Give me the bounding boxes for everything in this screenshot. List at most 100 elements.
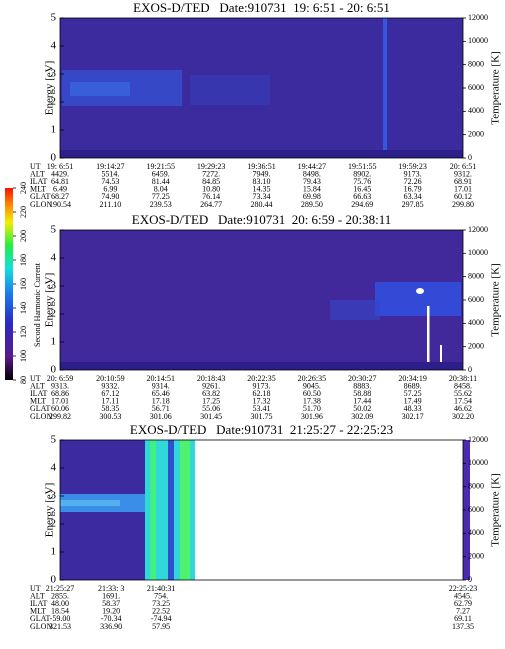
ephemeris-value: 9313. — [51, 381, 69, 390]
y2-tick-label: 2000 — [468, 341, 484, 350]
ephemeris-value: 21:33: 3 — [98, 584, 124, 593]
ephemeris-value: 19:51:55 — [348, 162, 376, 171]
y-axis-label: Energy [eV] — [44, 273, 56, 327]
ephemeris-value: 19:21:55 — [147, 162, 175, 171]
ephemeris-value: 67.12 — [101, 389, 119, 398]
ephemeris-value: 301.96 — [301, 412, 323, 421]
y2-tick-label: 10000 — [468, 36, 488, 45]
ephemeris-value: 15.84 — [303, 185, 321, 194]
ephemeris-label: GLAT — [30, 404, 51, 413]
y2-axis-label: Temperature [K] — [490, 263, 502, 336]
y-axis-label: Energy [eV] — [44, 61, 56, 115]
y-tick-label: 1 — [51, 124, 57, 136]
y-tick-label: 0 — [51, 364, 57, 376]
ephemeris-value: 17.01 — [51, 397, 69, 406]
ephemeris-value: 60.50 — [303, 389, 321, 398]
ephemeris-value: 10.80 — [202, 185, 220, 194]
spectrogram-3 — [60, 440, 470, 580]
ephemeris-value: 299.82 — [49, 412, 71, 421]
ephemeris-value: 300.53 — [99, 412, 121, 421]
ephemeris-value: 297.85 — [402, 200, 424, 209]
y-axis-label: Energy [eV] — [44, 483, 56, 537]
ephemeris-value: 69.11 — [454, 614, 472, 623]
ephemeris-value: 48.33 — [404, 404, 422, 413]
ephemeris-value: 239.53 — [150, 200, 172, 209]
y-tick-label: 4 — [51, 40, 57, 52]
y-tick-label: 3 — [51, 68, 57, 80]
ephemeris-value: -59.00 — [50, 614, 71, 623]
ephemeris-label: ALT — [30, 591, 45, 600]
ephemeris-value: 321.53 — [49, 622, 71, 631]
ephemeris-value: 1691. — [102, 591, 120, 600]
ephemeris-value: 58.88 — [353, 389, 371, 398]
ephemeris-value: 336.90 — [100, 622, 122, 631]
y2-tick-label: 8000 — [468, 59, 484, 68]
colorbar-tick-label: 220 — [19, 206, 28, 218]
y2-tick-label: 10000 — [468, 458, 488, 467]
y2-tick-label: 0 — [468, 365, 472, 374]
ephemeris-value: 17.44 — [353, 397, 371, 406]
ephemeris-value: 60.12 — [454, 192, 472, 201]
ephemeris-value: 75.76 — [353, 177, 371, 186]
ephemeris-value: 9173. — [404, 169, 422, 178]
ephemeris-value: 19:59:23 — [398, 162, 426, 171]
ephemeris-value: 9332. — [101, 381, 119, 390]
ephemeris-value: 9314. — [152, 381, 170, 390]
ephemeris-value: 19:29:23 — [197, 162, 225, 171]
ephemeris-value: 64.81 — [51, 177, 69, 186]
ephemeris-value: 280.44 — [251, 200, 273, 209]
ephemeris-label: GLON — [30, 622, 52, 631]
ephemeris-value: 55.06 — [202, 404, 220, 413]
ephemeris-value: 7949. — [253, 169, 271, 178]
y-tick-label: 2 — [51, 308, 57, 320]
ephemeris-value: 301.06 — [150, 412, 172, 421]
ephemeris-value: 20:30:27 — [348, 374, 376, 383]
ephemeris-value: 4429. — [51, 169, 69, 178]
ephemeris-value: 20:14:51 — [147, 374, 175, 383]
ephemeris-value: 9045. — [303, 381, 321, 390]
y-tick-label: 5 — [51, 224, 57, 236]
ephemeris-value: 5514. — [101, 169, 119, 178]
ephemeris-value: 19:14:27 — [96, 162, 124, 171]
ephemeris-value: 17.49 — [404, 397, 422, 406]
panel-title: EXOS-D/TED Date:910731 19: 6:51 - 20: 6:… — [133, 0, 390, 15]
ephemeris-value: 4545. — [454, 591, 472, 600]
ephemeris-value: 73.34 — [253, 192, 271, 201]
ephemeris-value: 56.71 — [152, 404, 170, 413]
ephemeris-value: 76.14 — [202, 192, 220, 201]
y2-tick-label: 6000 — [468, 505, 484, 514]
y-tick-label: 3 — [51, 490, 57, 502]
ephemeris-value: 211.10 — [100, 200, 122, 209]
ephemeris-value: 50.02 — [353, 404, 371, 413]
ephemeris-value: 68.86 — [51, 389, 69, 398]
ephemeris-value: 14.35 — [253, 185, 271, 194]
ephemeris-value: 73.25 — [152, 599, 170, 608]
y2-tick-label: 6000 — [468, 295, 484, 304]
ephemeris-label: ILAT — [30, 389, 47, 398]
panel-title: EXOS-D/TED Date:910731 21:25:27 - 22:25:… — [130, 422, 393, 437]
ephemeris-value: 62.18 — [253, 389, 271, 398]
ephemeris-value: 58.37 — [102, 599, 120, 608]
ephemeris-value: 301.45 — [200, 412, 222, 421]
ephemeris-value: 57.25 — [404, 389, 422, 398]
ephemeris-value: 65.46 — [152, 389, 170, 398]
ephemeris-value: 21:25:27 — [46, 584, 74, 593]
ephemeris-label: ILAT — [30, 599, 47, 608]
ephemeris-label: MLT — [30, 397, 46, 406]
colorbar-tick-label: 140 — [19, 302, 28, 314]
ephemeris-value: 81.44 — [152, 177, 170, 186]
ephemeris-value: 8.04 — [154, 185, 168, 194]
colorbar-tick-label: 100 — [19, 350, 28, 362]
y-tick-label: 2 — [51, 96, 57, 108]
ephemeris-label: GLAT — [30, 192, 51, 201]
ephemeris-value: 57.95 — [152, 622, 170, 631]
ephemeris-label: UT — [30, 374, 41, 383]
ephemeris-value: 20:34:19 — [398, 374, 426, 383]
ephemeris-value: 754. — [154, 591, 168, 600]
ephemeris-value: 16.45 — [353, 185, 371, 194]
ephemeris-value: 8883. — [353, 381, 371, 390]
ephemeris-value: 6.99 — [103, 185, 117, 194]
ephemeris-label: UT — [30, 584, 41, 593]
ephemeris-value: 190.54 — [49, 200, 71, 209]
y-tick-label: 5 — [51, 12, 57, 24]
